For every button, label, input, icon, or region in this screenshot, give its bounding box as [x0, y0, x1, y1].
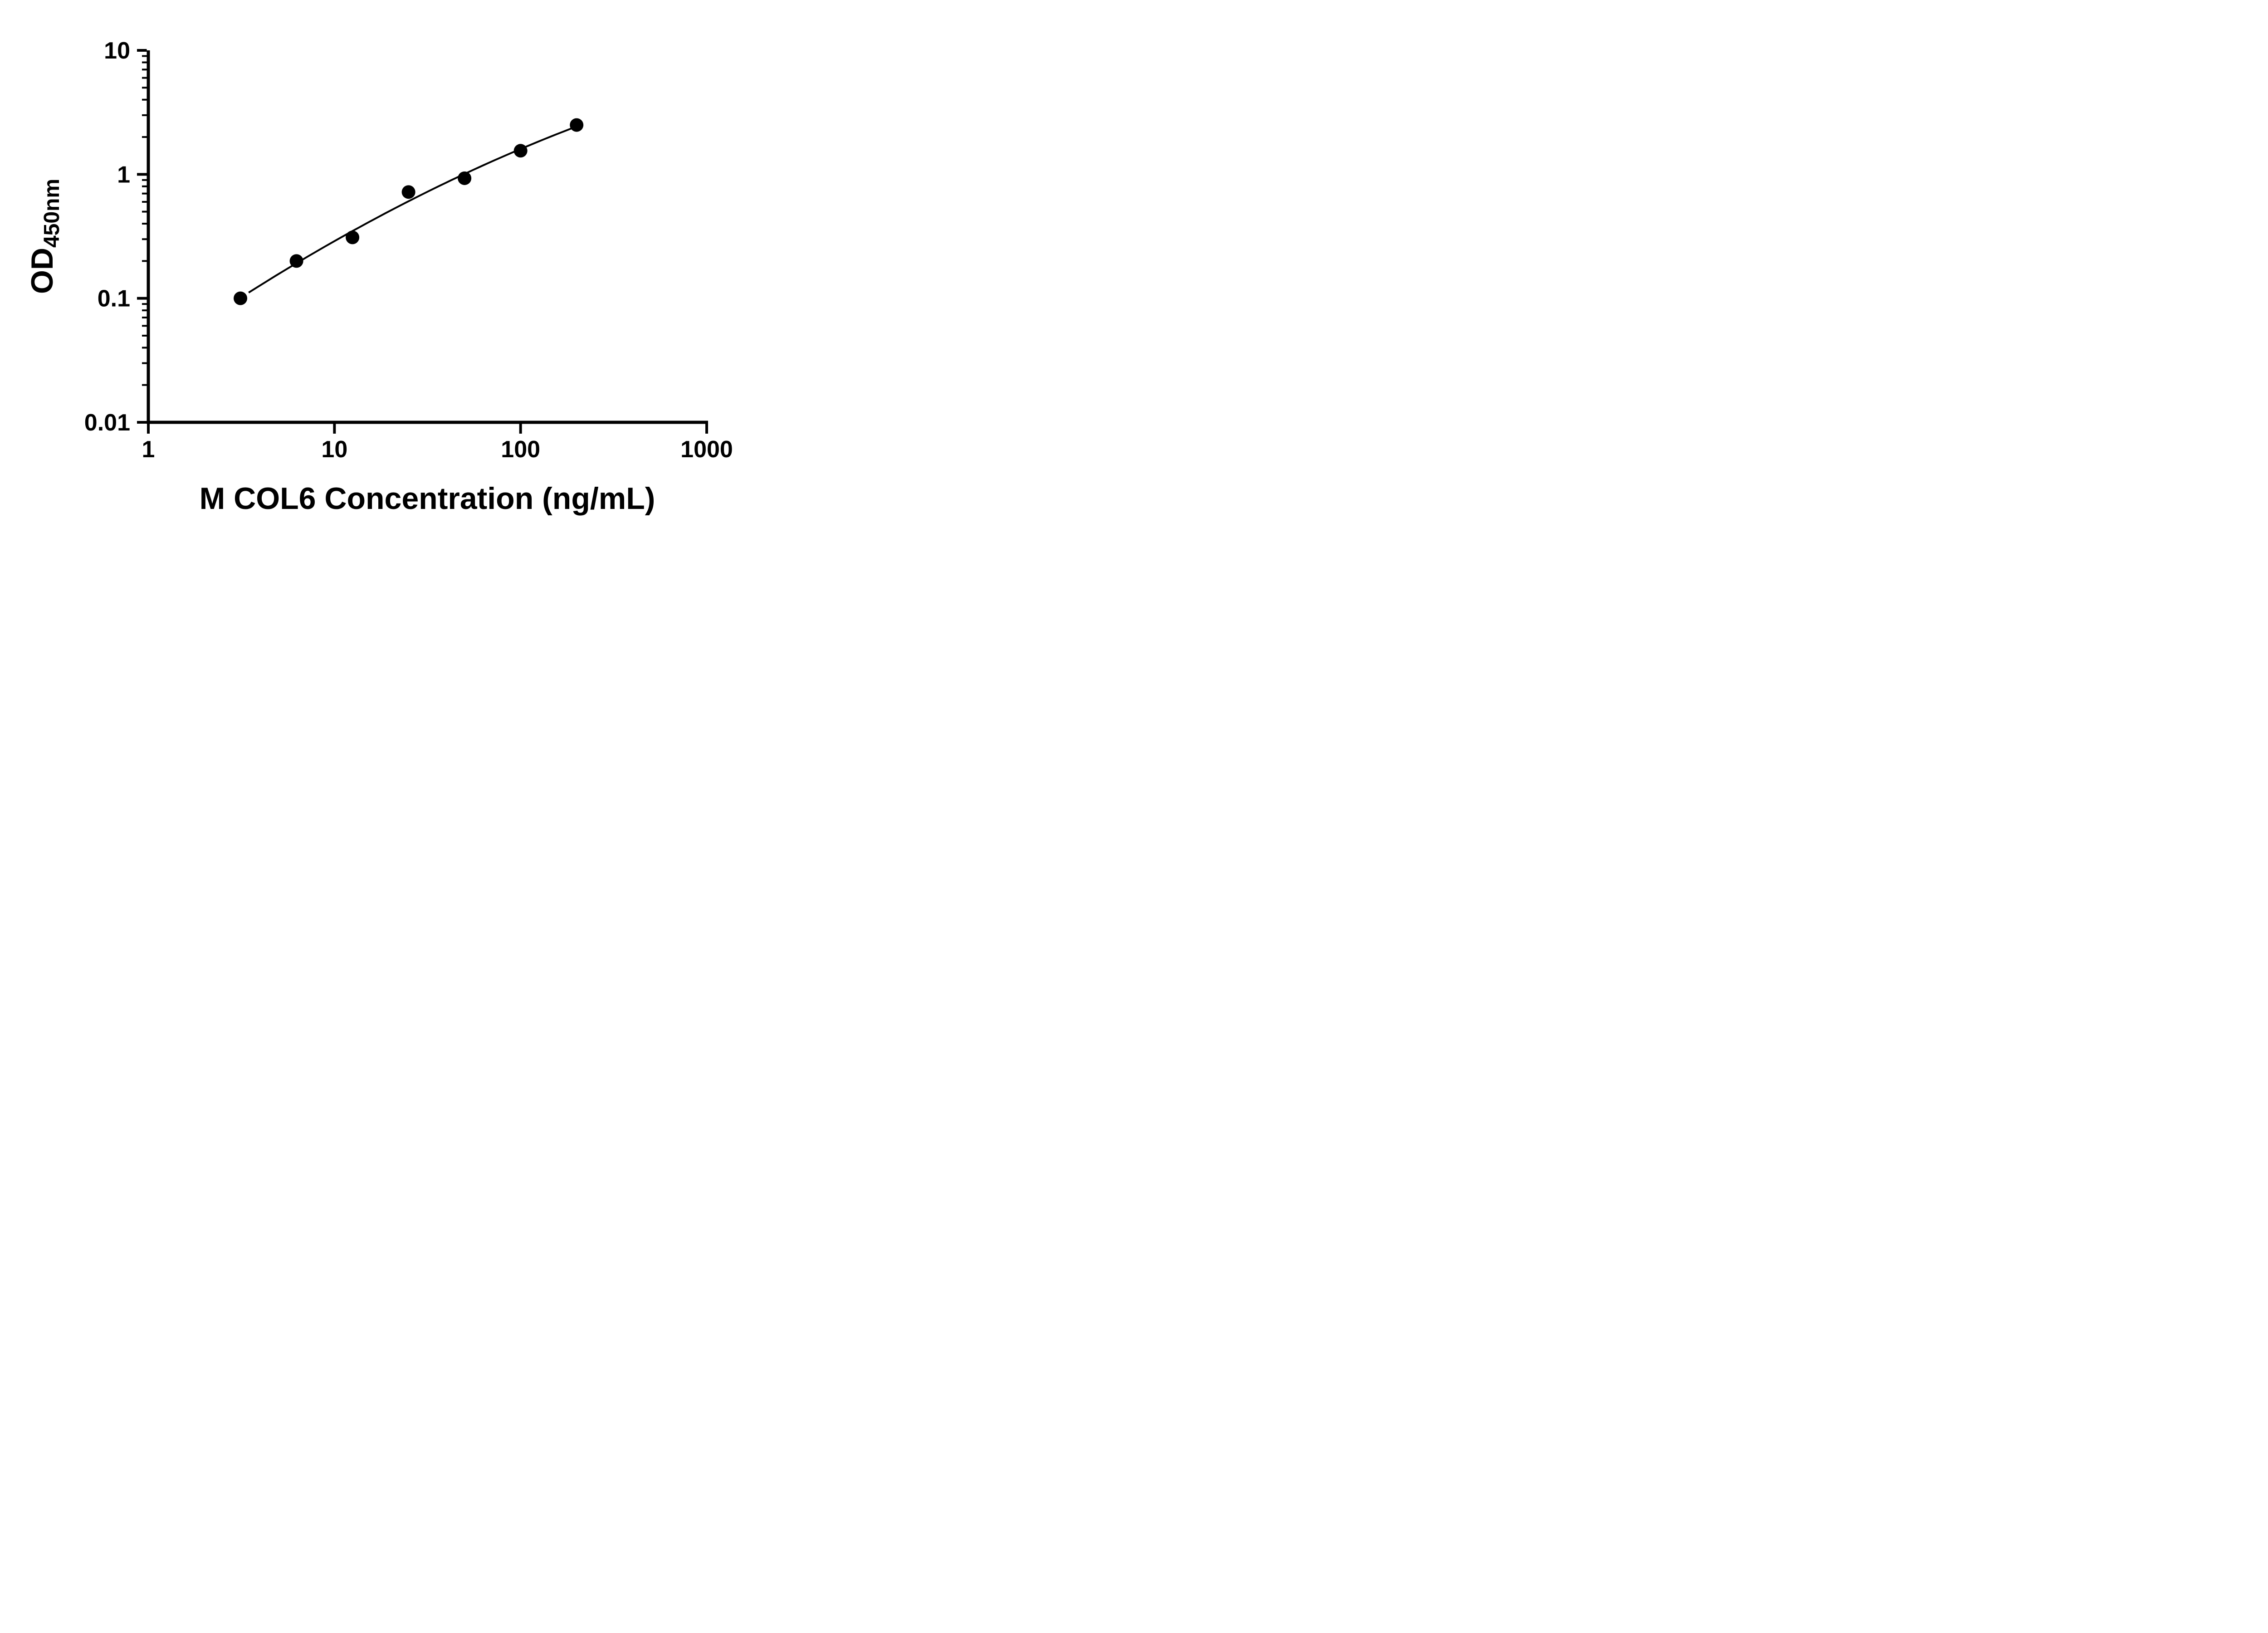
y-axis-title: OD450nm: [25, 179, 64, 294]
data-point: [570, 118, 584, 132]
axis-ticks: [137, 49, 708, 434]
data-point: [458, 171, 472, 185]
y-tick-label: 0.1: [98, 286, 130, 312]
trend-line: [248, 125, 577, 293]
tick-labels: 1 10 100 1000 0.01 0.1 1 10: [84, 38, 733, 463]
x-tick-label: 100: [501, 436, 540, 463]
data-series: [234, 118, 584, 305]
x-tick-label: 10: [321, 436, 347, 463]
y-axis-title-subscript: 450nm: [40, 179, 64, 248]
y-tick-label: 1: [117, 161, 130, 188]
y-axis-title-main: OD: [25, 248, 59, 294]
x-tick-label: 1000: [680, 436, 733, 463]
chart-svg: 1 10 100 1000 0.01 0.1 1 10 M COL6 Concentratio…: [25, 38, 733, 516]
standard-curve-chart: 1 10 100 1000 0.01 0.1 1 10 M COL6 Concentratio…: [0, 0, 777, 544]
data-point: [346, 230, 360, 244]
y-tick-label: 0.01: [84, 410, 130, 436]
data-point: [289, 254, 303, 268]
x-tick-label: 1: [142, 436, 155, 463]
y-tick-label: 10: [104, 38, 130, 64]
x-axis-title: M COL6 Concentration (ng/mL): [200, 481, 655, 516]
data-point: [513, 144, 528, 158]
data-point: [234, 291, 248, 305]
data-point: [401, 185, 415, 199]
